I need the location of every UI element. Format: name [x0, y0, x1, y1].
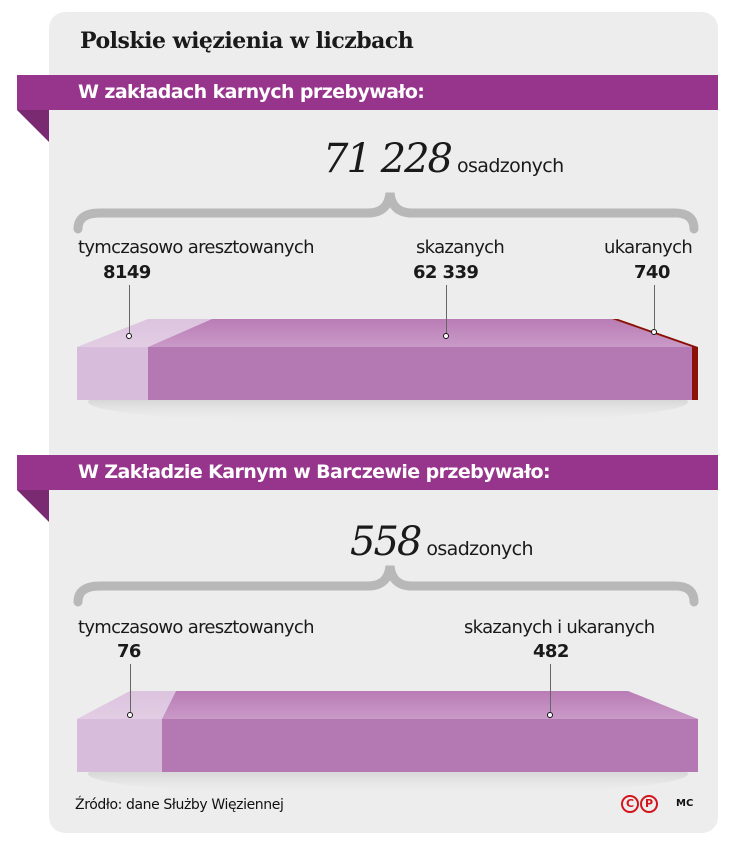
section-banner-2: W Zakładzie Karnym w Barczewie przebywał… — [17, 455, 718, 490]
total-unit-1: osadzonych — [456, 155, 564, 177]
copyright-icon: C — [621, 795, 639, 813]
marker-dot — [126, 333, 132, 339]
total-1: 71 228 osadzonych — [323, 136, 564, 182]
total-2: 558 osadzonych — [350, 519, 534, 565]
value-tymczasowo-2: 76 — [117, 641, 141, 662]
phonogram-icon: P — [640, 795, 658, 813]
leader-line — [129, 285, 130, 333]
leader-line — [130, 664, 131, 712]
value-ukaranych-1: 740 — [634, 262, 670, 283]
page-title: Polskie więzienia w liczbach — [80, 28, 414, 54]
total-value-1: 71 228 — [323, 136, 453, 182]
leader-line — [550, 664, 551, 712]
author-initials: MC — [676, 798, 694, 809]
total-value-2: 558 — [350, 519, 422, 565]
label-skazanych-1: skazanych — [416, 237, 505, 258]
value-skazanych-i-ukaranych-2: 482 — [533, 641, 569, 662]
label-ukaranych-1: ukaranych — [604, 237, 693, 258]
marker-dot — [547, 712, 553, 718]
label-tymczasowo-1: tymczasowo aresztowanych — [78, 237, 314, 258]
section-banner-1: W zakładach karnych przebywało: — [17, 75, 718, 110]
label-tymczasowo-2: tymczasowo aresztowanych — [78, 617, 314, 638]
leader-line — [446, 285, 447, 333]
marker-dot — [443, 333, 449, 339]
marker-dot — [651, 329, 657, 335]
value-tymczasowo-1: 8149 — [103, 262, 151, 283]
marker-dot — [127, 712, 133, 718]
source-note: Źródło: dane Służby Więziennej — [75, 797, 284, 813]
total-unit-2: osadzonych — [426, 538, 533, 560]
section-title-1: W zakładach karnych przebywało: — [78, 81, 425, 103]
brace-1 — [73, 192, 699, 234]
value-skazanych-1: 62 339 — [413, 262, 479, 283]
brace-2 — [73, 565, 699, 607]
section-title-2: W Zakładzie Karnym w Barczewie przebywał… — [78, 461, 551, 483]
leader-line — [654, 285, 655, 329]
label-skazanych-i-ukaranych-2: skazanych i ukaranych — [464, 617, 655, 638]
